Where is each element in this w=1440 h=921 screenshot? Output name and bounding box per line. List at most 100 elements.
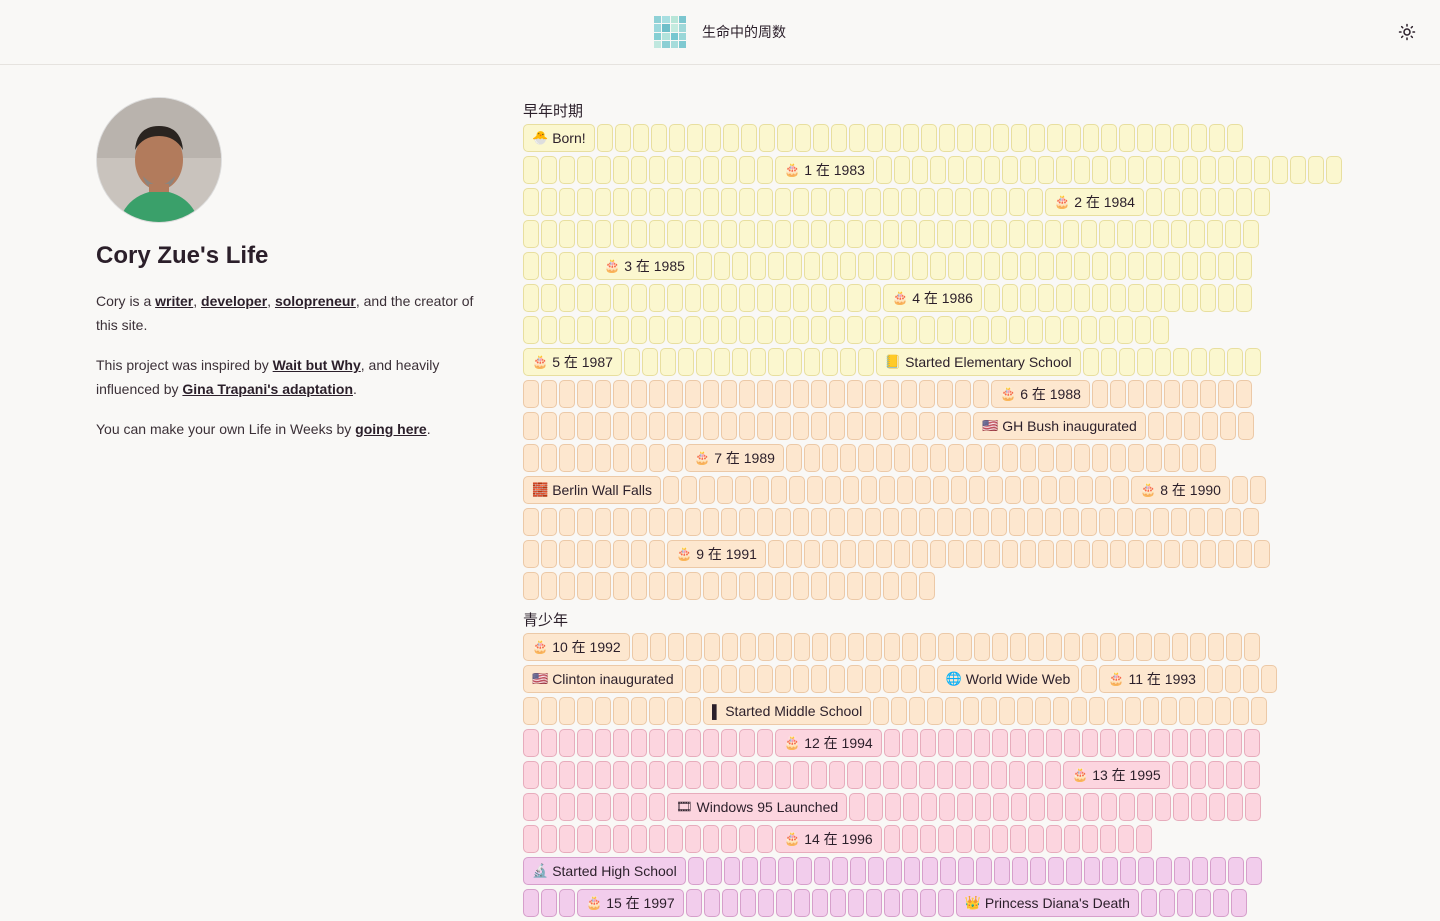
week-cell[interactable] [1136, 348, 1153, 376]
week-cell[interactable] [1083, 793, 1100, 821]
week-cell[interactable] [703, 508, 719, 536]
week-cell[interactable] [865, 412, 881, 440]
week-cell[interactable] [559, 412, 575, 440]
event-week[interactable]: 🐣 Born! [523, 124, 595, 152]
week-cell[interactable] [721, 412, 737, 440]
week-cell[interactable] [1158, 889, 1175, 917]
week-cell[interactable] [993, 793, 1010, 821]
week-cell[interactable] [847, 633, 864, 661]
week-cell[interactable] [839, 540, 856, 568]
week-cell[interactable] [559, 761, 575, 789]
week-cell[interactable] [847, 761, 863, 789]
week-cell[interactable] [1225, 220, 1241, 248]
week-cell[interactable] [559, 572, 575, 600]
week-cell[interactable] [793, 284, 809, 312]
week-cell[interactable] [983, 444, 1000, 472]
week-cell[interactable] [1172, 124, 1189, 152]
week-cell[interactable] [721, 889, 738, 917]
week-cell[interactable] [785, 540, 802, 568]
event-week[interactable]: 🎂 2 在 1984 [1045, 188, 1144, 216]
week-cell[interactable] [1190, 124, 1207, 152]
week-cell[interactable] [703, 729, 719, 757]
week-cell[interactable] [685, 316, 701, 344]
week-cell[interactable] [1217, 380, 1234, 408]
week-cell[interactable] [983, 540, 1000, 568]
week-cell[interactable] [1163, 380, 1180, 408]
week-cell[interactable] [1227, 857, 1244, 885]
week-cell[interactable] [1005, 476, 1022, 504]
week-cell[interactable] [1045, 825, 1062, 853]
week-cell[interactable] [595, 156, 611, 184]
week-cell[interactable] [685, 729, 701, 757]
week-cell[interactable] [865, 572, 881, 600]
week-cell[interactable] [919, 220, 935, 248]
week-cell[interactable] [758, 124, 775, 152]
week-cell[interactable] [1145, 444, 1162, 472]
week-cell[interactable] [613, 220, 629, 248]
week-cell[interactable] [1183, 412, 1200, 440]
week-cell[interactable] [919, 889, 936, 917]
week-cell[interactable] [1001, 540, 1018, 568]
week-cell[interactable] [1181, 380, 1198, 408]
week-cell[interactable] [631, 284, 647, 312]
week-cell[interactable] [883, 412, 899, 440]
week-cell[interactable] [1199, 540, 1216, 568]
week-cell[interactable] [667, 825, 683, 853]
week-cell[interactable] [937, 889, 954, 917]
week-cell[interactable] [1046, 124, 1063, 152]
week-cell[interactable] [811, 380, 827, 408]
week-cell[interactable] [1225, 633, 1242, 661]
week-cell[interactable] [1127, 540, 1144, 568]
week-cell[interactable] [757, 220, 773, 248]
week-cell[interactable] [559, 156, 575, 184]
week-cell[interactable] [757, 572, 773, 600]
week-cell[interactable] [965, 252, 982, 280]
week-cell[interactable] [541, 412, 557, 440]
week-cell[interactable] [685, 284, 701, 312]
week-cell[interactable] [523, 284, 539, 312]
week-cell[interactable] [721, 284, 737, 312]
event-week[interactable]: 🔬 Started High School [523, 857, 686, 885]
week-cell[interactable] [955, 729, 972, 757]
week-cell[interactable] [541, 540, 557, 568]
week-cell[interactable] [1081, 508, 1097, 536]
week-cell[interactable] [1217, 252, 1234, 280]
week-cell[interactable] [1135, 316, 1151, 344]
week-cell[interactable] [1027, 729, 1044, 757]
week-cell[interactable] [523, 156, 539, 184]
week-cell[interactable] [699, 476, 716, 504]
week-cell[interactable] [865, 284, 881, 312]
week-cell[interactable] [1242, 665, 1259, 693]
week-cell[interactable] [846, 665, 863, 693]
week-cell[interactable] [1045, 220, 1061, 248]
week-cell[interactable] [955, 825, 972, 853]
week-cell[interactable] [559, 220, 575, 248]
week-cell[interactable] [1189, 220, 1205, 248]
week-cell[interactable] [901, 761, 917, 789]
week-cell[interactable] [901, 572, 917, 600]
week-cell[interactable] [847, 889, 864, 917]
week-cell[interactable] [811, 188, 827, 216]
week-cell[interactable] [756, 665, 773, 693]
week-cell[interactable] [1235, 380, 1252, 408]
week-cell[interactable] [595, 444, 611, 472]
week-cell[interactable] [741, 857, 758, 885]
week-cell[interactable] [739, 889, 756, 917]
week-cell[interactable] [1073, 156, 1090, 184]
week-cell[interactable] [901, 825, 918, 853]
week-cell[interactable] [541, 316, 557, 344]
week-cell[interactable] [793, 572, 809, 600]
week-cell[interactable] [1191, 857, 1208, 885]
week-cell[interactable] [1260, 665, 1277, 693]
week-cell[interactable] [649, 540, 665, 568]
week-cell[interactable] [1163, 540, 1180, 568]
week-cell[interactable] [1117, 633, 1134, 661]
week-cell[interactable] [595, 572, 611, 600]
week-cell[interactable] [919, 316, 935, 344]
week-cell[interactable] [523, 508, 539, 536]
week-cell[interactable] [685, 508, 701, 536]
week-cell[interactable] [721, 729, 737, 757]
week-cell[interactable] [975, 793, 992, 821]
week-cell[interactable] [717, 476, 734, 504]
week-cell[interactable] [631, 508, 647, 536]
